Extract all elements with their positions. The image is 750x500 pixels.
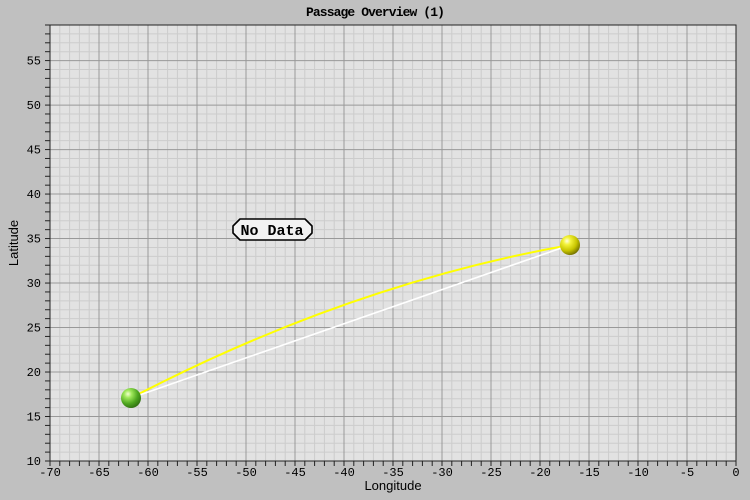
svg-text:15: 15: [27, 411, 41, 425]
svg-text:-45: -45: [284, 466, 306, 480]
svg-text:25: 25: [27, 322, 41, 336]
svg-text:-20: -20: [529, 466, 551, 480]
svg-text:Latitude: Latitude: [6, 220, 21, 266]
svg-text:10: 10: [27, 455, 41, 469]
svg-text:0: 0: [732, 466, 739, 480]
svg-text:40: 40: [27, 188, 41, 202]
svg-text:20: 20: [27, 366, 41, 380]
svg-text:-55: -55: [186, 466, 208, 480]
svg-text:55: 55: [27, 55, 41, 69]
svg-text:50: 50: [27, 99, 41, 113]
svg-text:-30: -30: [431, 466, 453, 480]
svg-text:35: 35: [27, 233, 41, 247]
svg-text:-70: -70: [39, 466, 61, 480]
svg-text:-15: -15: [578, 466, 600, 480]
svg-text:-60: -60: [137, 466, 159, 480]
svg-text:-25: -25: [480, 466, 502, 480]
svg-text:-40: -40: [333, 466, 355, 480]
svg-text:-10: -10: [627, 466, 649, 480]
svg-text:-65: -65: [88, 466, 110, 480]
svg-text:Longitude: Longitude: [364, 478, 421, 493]
svg-text:-5: -5: [680, 466, 694, 480]
svg-text:Passage Overview (1): Passage Overview (1): [306, 5, 444, 20]
svg-text:No Data: No Data: [240, 223, 303, 240]
svg-text:-50: -50: [235, 466, 257, 480]
svg-text:45: 45: [27, 144, 41, 158]
svg-text:30: 30: [27, 277, 41, 291]
